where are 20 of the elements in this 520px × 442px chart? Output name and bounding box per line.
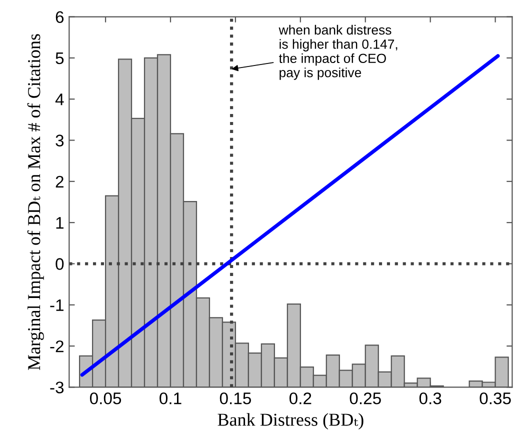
y-tick-label: -1 bbox=[50, 299, 64, 311]
x-axis-title: Bank Distress (BDₜ) bbox=[218, 413, 364, 430]
x-tick-label: 0.05 bbox=[90, 392, 122, 404]
y-tick-label: -3 bbox=[50, 382, 64, 394]
y-tick-label: 1 bbox=[56, 217, 64, 229]
y-tick-label: 5 bbox=[56, 52, 64, 64]
x-tick-label: 0.1 bbox=[160, 392, 182, 404]
x-tick-label: 0.25 bbox=[350, 392, 381, 404]
x-tick-label: 0.3 bbox=[419, 392, 442, 404]
y-tick-label: -2 bbox=[50, 340, 64, 352]
y-tick-label: 6 bbox=[56, 11, 64, 23]
y-tick-label: 4 bbox=[55, 94, 64, 106]
x-tick-label: 0.2 bbox=[289, 392, 312, 404]
x-tick-label: 0.15 bbox=[220, 392, 251, 404]
y-tick-label: 3 bbox=[56, 134, 64, 146]
y-tick-label: 0 bbox=[56, 258, 64, 270]
y-tick-label: 2 bbox=[56, 176, 64, 188]
y-axis-title: Marginal Impact of BDₜ on Max # of Citations bbox=[27, 34, 44, 370]
annotation: when bank distress is higher than 0.147, the impact of CEO pay is positive bbox=[278, 24, 398, 80]
x-tick-label: 0.35 bbox=[480, 392, 511, 404]
